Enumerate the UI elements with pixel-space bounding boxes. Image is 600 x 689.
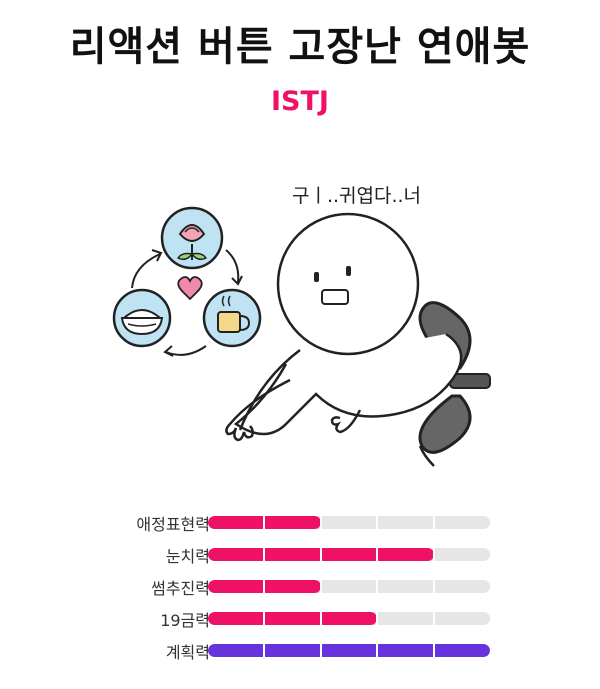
stat-bar-divider [376, 580, 379, 593]
stat-row: 19금력 [60, 606, 500, 630]
stat-bar-fill [208, 644, 490, 657]
stat-label: 19금력 [160, 611, 210, 630]
stat-bar-divider [319, 548, 322, 561]
stat-bar-divider [263, 644, 266, 657]
stat-bar-divider [376, 516, 379, 529]
rice-bowl-icon [112, 288, 172, 348]
stat-bar-divider [376, 548, 379, 561]
coffee-cup-icon [202, 288, 262, 348]
stat-label: 썸추진력 [151, 579, 210, 598]
personality-type: ISTJ [271, 86, 329, 117]
heart-icon [177, 276, 203, 301]
stat-bar-divider [263, 612, 266, 625]
care-cycle [112, 206, 262, 357]
page-title: 리액션 버튼 고장난 연애봇 [69, 24, 531, 70]
stat-bar-divider [263, 516, 266, 529]
stat-row: 썸추진력 [60, 574, 500, 598]
stat-bar-divider [319, 644, 322, 657]
stat-label: 눈치력 [165, 547, 210, 566]
stat-bar-divider [376, 644, 379, 657]
stat-bar-track [208, 644, 490, 657]
stat-bar-track [208, 548, 490, 561]
cycle-arrow [225, 249, 240, 283]
cycle-arrow [131, 253, 161, 289]
stat-bar-divider [432, 580, 435, 593]
stat-bar-divider [432, 516, 435, 529]
stat-row: 계획력 [60, 638, 500, 662]
stat-bar-divider [263, 580, 266, 593]
stat-bar-divider [319, 612, 322, 625]
stat-bar-track [208, 516, 490, 529]
stat-label: 계획력 [165, 643, 210, 662]
stat-bar-divider [263, 548, 266, 561]
stat-bar-divider [432, 548, 435, 561]
stat-bar-divider [319, 580, 322, 593]
robot-character [225, 212, 491, 467]
stat-bar-fill [208, 612, 378, 625]
stat-bar-divider [319, 516, 322, 529]
stat-bar-track [208, 580, 490, 593]
stat-row: 애정표현력 [60, 510, 500, 534]
speech-text: 구ㅣ..귀엽다..너 [292, 185, 421, 207]
stat-label: 애정표현력 [136, 515, 210, 534]
result-illustration: 구ㅣ..귀엽다..너 [112, 185, 491, 467]
stat-row: 눈치력 [60, 542, 500, 566]
stat-bar-divider [432, 612, 435, 625]
stat-bar-track [208, 612, 490, 625]
stat-bar-divider [376, 612, 379, 625]
rose-icon [160, 206, 224, 270]
cycle-arrow [165, 345, 207, 356]
stat-bar-divider [432, 644, 435, 657]
